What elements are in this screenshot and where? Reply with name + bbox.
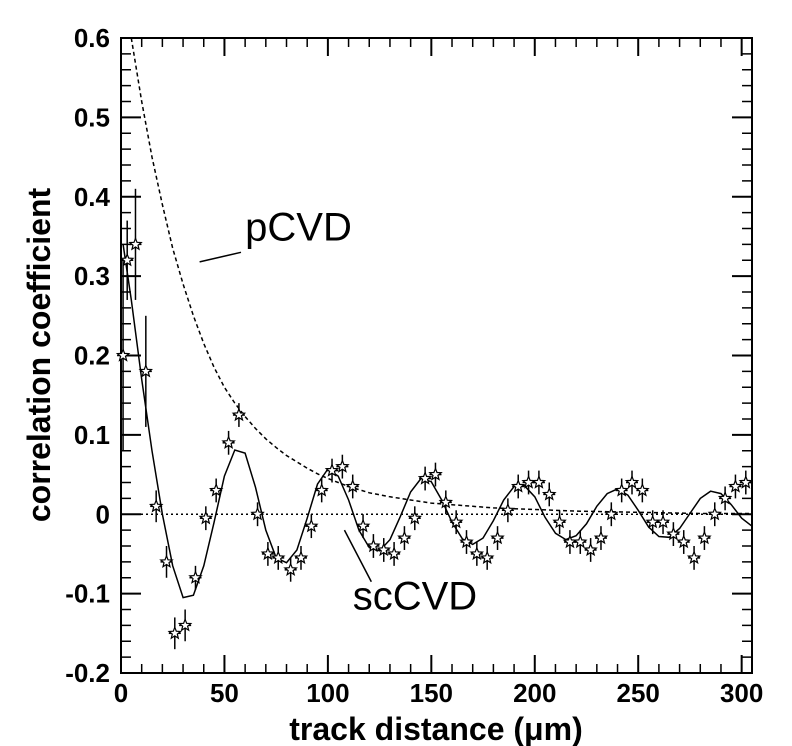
data-point (208, 482, 224, 497)
data-point (562, 534, 578, 549)
x-tick-label: 200 (513, 678, 556, 708)
series-layer (121, 37, 753, 599)
x-tick-label: 150 (410, 678, 453, 708)
annotations: pCVD scCVD (199, 205, 477, 619)
data-point (397, 530, 412, 545)
data-point (510, 478, 526, 493)
data-point (260, 546, 276, 561)
data-point (541, 486, 557, 501)
data-point (728, 478, 743, 493)
data-point (686, 550, 702, 565)
data-point (304, 518, 319, 533)
data-point (355, 518, 371, 533)
data-point (231, 407, 247, 422)
data-point (128, 236, 143, 251)
y-tick-label: 0.3 (74, 261, 110, 291)
data-point (738, 474, 754, 489)
data-point (717, 490, 733, 505)
x-axis-label: track distance (μm) (289, 711, 582, 746)
y-tick-label: 0 (96, 499, 110, 529)
data-point (345, 478, 360, 493)
data-point (138, 363, 154, 378)
data-point (645, 514, 660, 529)
data-point (655, 514, 671, 529)
data-point (115, 347, 131, 362)
sccvd-annotation: scCVD (353, 575, 477, 619)
tick-labels: 0 50 100 150 200 250 300 -0.2 -0.1 0 0.1 0.2 0.3 0.4 0… (65, 23, 763, 708)
y-tick-label: -0.1 (65, 579, 110, 609)
data-point (376, 542, 392, 557)
x-tick-label: 300 (720, 678, 763, 708)
data-point (119, 252, 135, 267)
y-tick-label: -0.2 (65, 658, 110, 688)
data-point (270, 550, 286, 565)
y-tick-label: 0.5 (74, 102, 110, 132)
data-point (697, 530, 712, 545)
pcvd-annotation: pCVD (245, 205, 352, 249)
y-tick-label: 0.2 (74, 341, 110, 371)
y-tick-label: 0.6 (74, 23, 110, 53)
data-point (283, 562, 298, 577)
data-point (366, 538, 381, 553)
data-point (428, 466, 443, 481)
data-point (573, 534, 588, 549)
data-point (188, 570, 203, 584)
data-point (635, 482, 650, 497)
data-point (531, 474, 547, 489)
pcvd-pointer (199, 251, 242, 263)
data-point (707, 506, 723, 521)
data-point (500, 502, 516, 517)
data-point (479, 550, 495, 565)
data-point (386, 546, 402, 561)
data-point (614, 482, 629, 497)
data-point (552, 514, 567, 529)
data-point (490, 530, 505, 545)
data-point (417, 470, 433, 485)
y-tick-label: 0.1 (74, 420, 110, 450)
data-point (221, 435, 236, 450)
x-tick-label: 0 (114, 678, 128, 708)
data-point (314, 482, 329, 497)
data-point (198, 510, 214, 525)
data-point (666, 526, 681, 541)
sccvd-fit-line (122, 244, 753, 599)
y-axis-label: correlation coefficient (21, 188, 57, 523)
sccvd-pointer (343, 529, 372, 583)
data-point (177, 617, 193, 632)
data-point (593, 530, 609, 545)
data-point (583, 542, 598, 557)
data-point (469, 546, 485, 561)
x-tick-label: 50 (210, 678, 239, 708)
data-point (438, 494, 454, 509)
data-point (148, 498, 164, 513)
data-point (250, 506, 265, 521)
data-point (604, 506, 619, 521)
x-tick-label: 250 (617, 678, 660, 708)
x-tick-label: 100 (306, 678, 349, 708)
data-point (335, 458, 350, 473)
data-point (293, 550, 309, 565)
pcvd-fit-line (130, 37, 752, 515)
data-point (324, 462, 340, 477)
data-point (159, 554, 174, 569)
data-point (448, 514, 464, 529)
y-tick-label: 0.4 (74, 182, 111, 212)
data-point (624, 474, 640, 489)
data-point (167, 625, 183, 640)
data-points (115, 188, 754, 650)
data-point (676, 534, 691, 549)
data-point (459, 534, 474, 549)
data-point (407, 510, 423, 525)
